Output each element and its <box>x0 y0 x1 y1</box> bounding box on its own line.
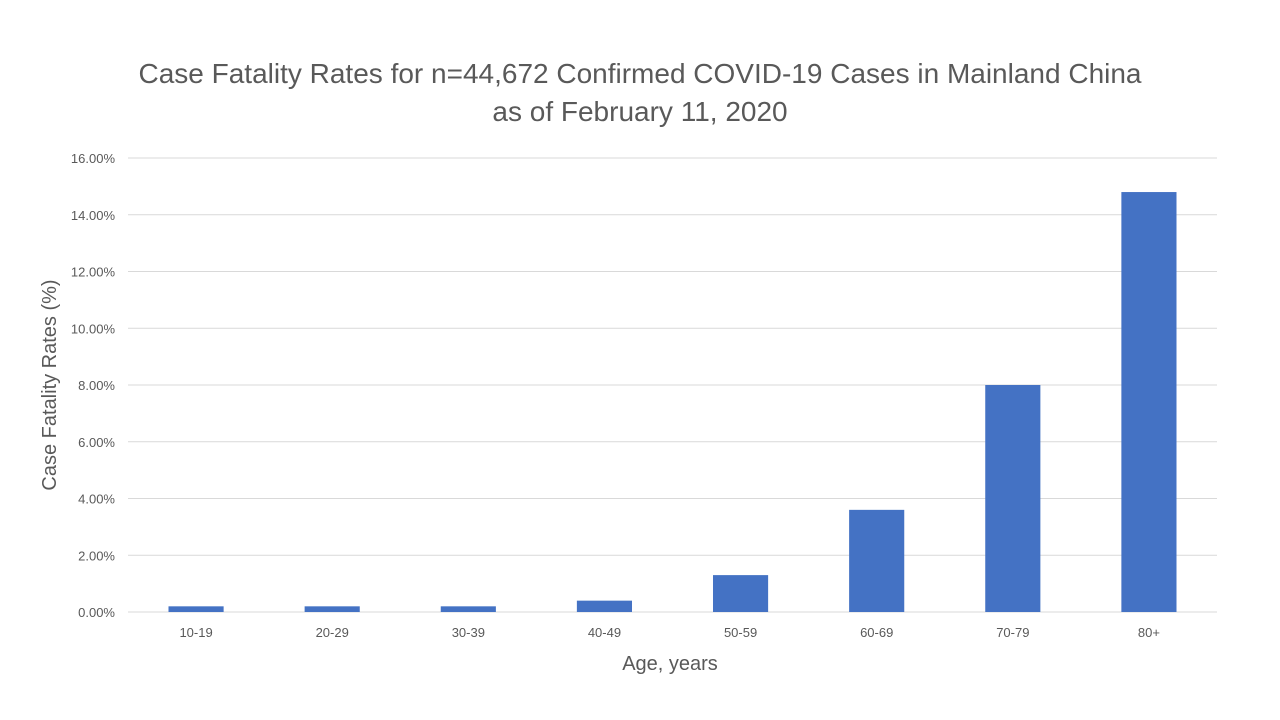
y-tick-label: 14.00% <box>71 208 116 223</box>
y-tick-label: 8.00% <box>78 378 115 393</box>
gridlines <box>128 157 1217 613</box>
x-tick-label: 30-39 <box>452 625 485 640</box>
y-axis-tick-labels: 0.00% 2.00% 4.00% 6.00% 8.00% 10.00% 12.00% 14.… <box>71 151 116 620</box>
chart-title-line-2: as of February 11, 2020 <box>492 96 787 127</box>
y-tick-label: 2.00% <box>78 548 115 563</box>
bar-20-29 <box>304 606 360 612</box>
bar-10-19 <box>168 606 224 612</box>
y-tick-label: 0.00% <box>78 605 115 620</box>
bar-40-49 <box>576 600 633 612</box>
x-tick-label: 60-69 <box>860 625 893 640</box>
x-tick-label: 70-79 <box>996 625 1029 640</box>
x-tick-label: 80+ <box>1138 625 1160 640</box>
y-tick-label: 6.00% <box>78 435 115 450</box>
x-tick-label: 50-59 <box>724 625 757 640</box>
x-tick-label: 40-49 <box>588 625 621 640</box>
bars <box>168 192 1177 613</box>
x-tick-label: 20-29 <box>316 625 349 640</box>
bar-60-69 <box>849 509 905 612</box>
y-tick-label: 16.00% <box>71 151 116 166</box>
bar-30-39 <box>440 606 496 612</box>
chart-title-line-1: Case Fatality Rates for n=44,672 Confirm… <box>138 58 1141 89</box>
bar-80+ <box>1121 192 1177 613</box>
y-axis-title: Case Fatality Rates (%) <box>39 279 61 490</box>
bar-70-79 <box>985 385 1041 612</box>
x-axis-title: Age, years <box>622 653 718 675</box>
x-tick-label: 10-19 <box>179 625 212 640</box>
bar-50-59 <box>712 575 769 612</box>
x-axis-tick-labels: 10-19 20-29 30-39 40-49 50-59 60-69 70-79 80+ <box>179 625 1160 640</box>
y-tick-label: 10.00% <box>71 321 116 336</box>
y-tick-label: 4.00% <box>78 492 115 507</box>
y-tick-label: 12.00% <box>71 265 116 280</box>
